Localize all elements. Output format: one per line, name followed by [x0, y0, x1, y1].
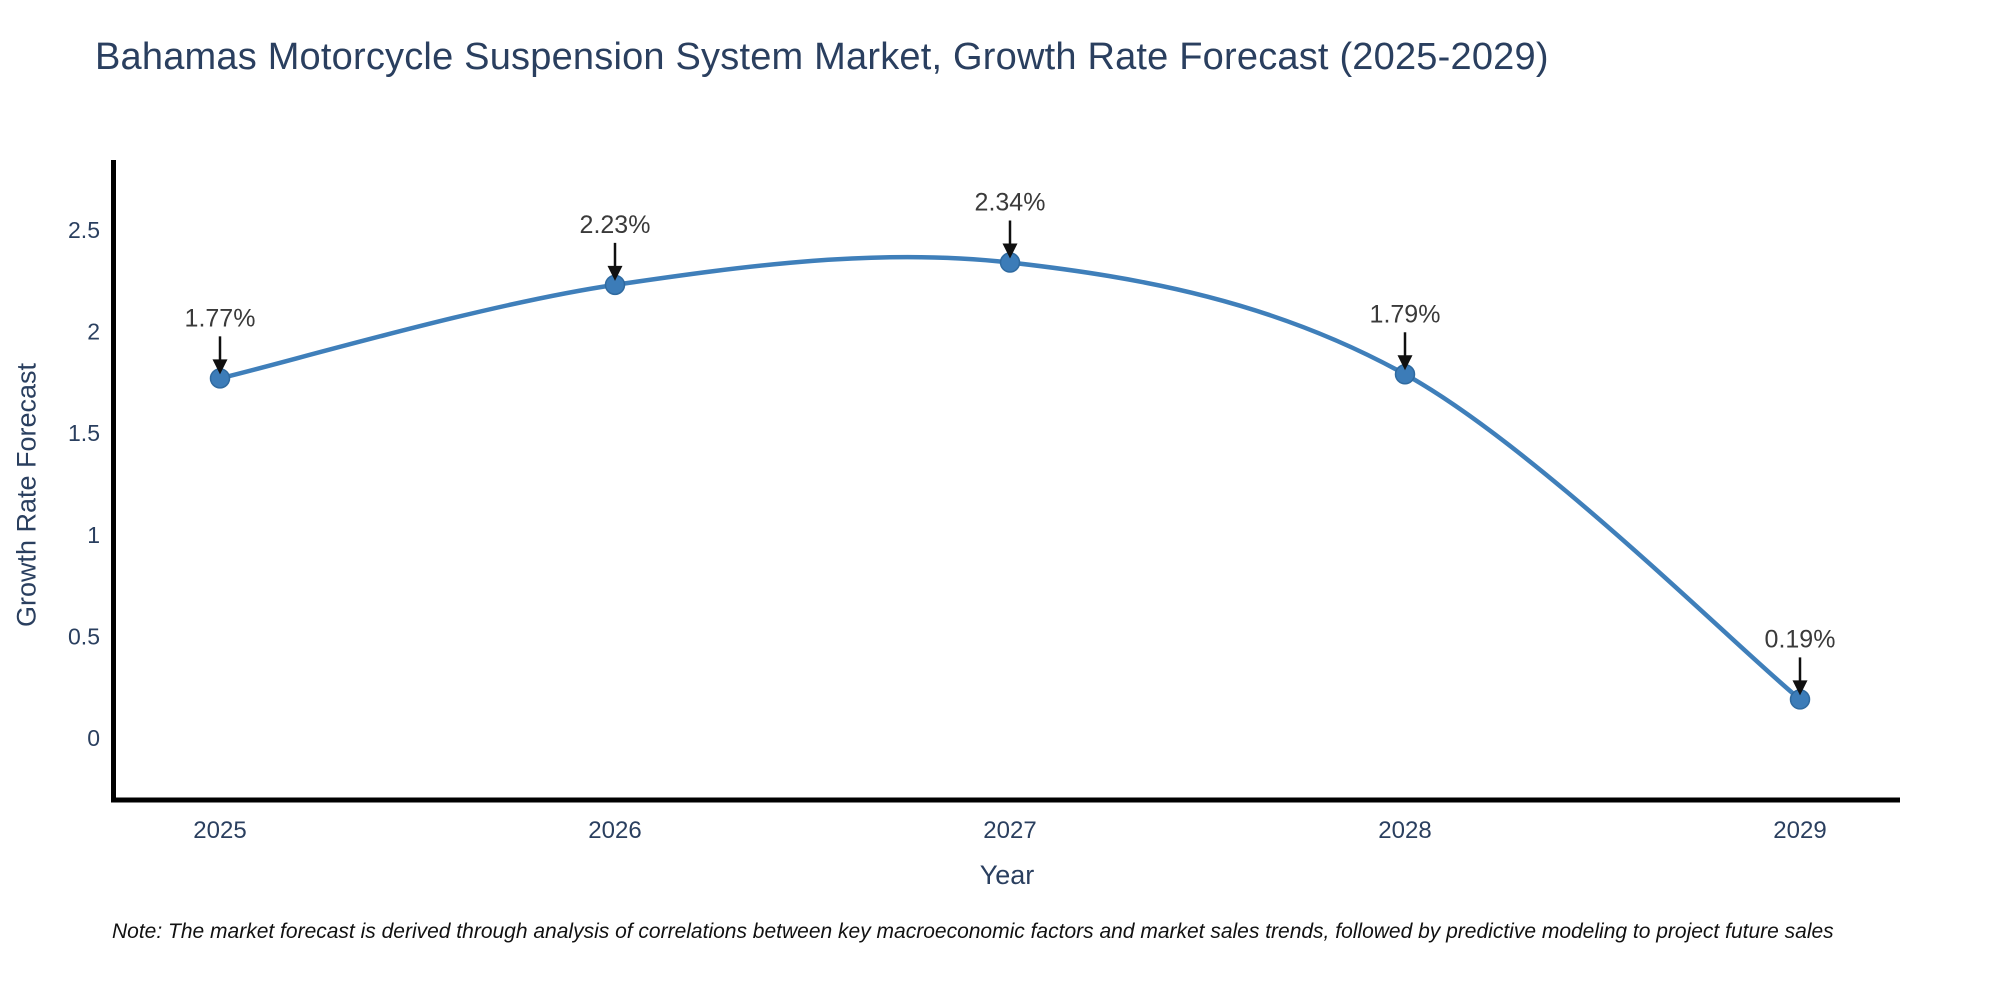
chart-title: Bahamas Motorcycle Suspension System Mar… — [95, 36, 1549, 78]
footnote: Note: The market forecast is derived thr… — [112, 920, 1834, 943]
y-tick-label: 0 — [87, 725, 100, 751]
forecast-spline-line — [217, 254, 1803, 702]
x-tick-label: 2027 — [983, 817, 1036, 844]
point-value-label: 0.19% — [1765, 625, 1836, 653]
point-value-label: 2.34% — [975, 189, 1046, 217]
annotation-arrow-head — [1792, 680, 1808, 696]
y-tick-label: 0.5 — [68, 623, 100, 649]
y-tick-label: 1.5 — [68, 420, 100, 446]
y-tick-label: 1 — [87, 522, 100, 548]
x-tick-label: 2028 — [1378, 817, 1431, 844]
point-value-label: 1.77% — [185, 304, 256, 332]
annotation-arrow-head — [1397, 355, 1413, 371]
annotation-arrow-head — [212, 359, 228, 375]
y-tick-label: 2 — [87, 319, 100, 345]
x-tick-label: 2026 — [588, 817, 641, 844]
point-value-label: 2.23% — [580, 211, 651, 239]
x-axis-title: Year — [979, 860, 1035, 890]
x-tick-label: 2025 — [193, 817, 246, 844]
y-tick-label: 2.5 — [68, 217, 100, 243]
annotation-arrow-head — [1002, 243, 1018, 259]
x-tick-label: 2029 — [1773, 817, 1826, 844]
annotation-arrow-head — [607, 265, 623, 281]
point-value-label: 1.79% — [1370, 300, 1441, 328]
